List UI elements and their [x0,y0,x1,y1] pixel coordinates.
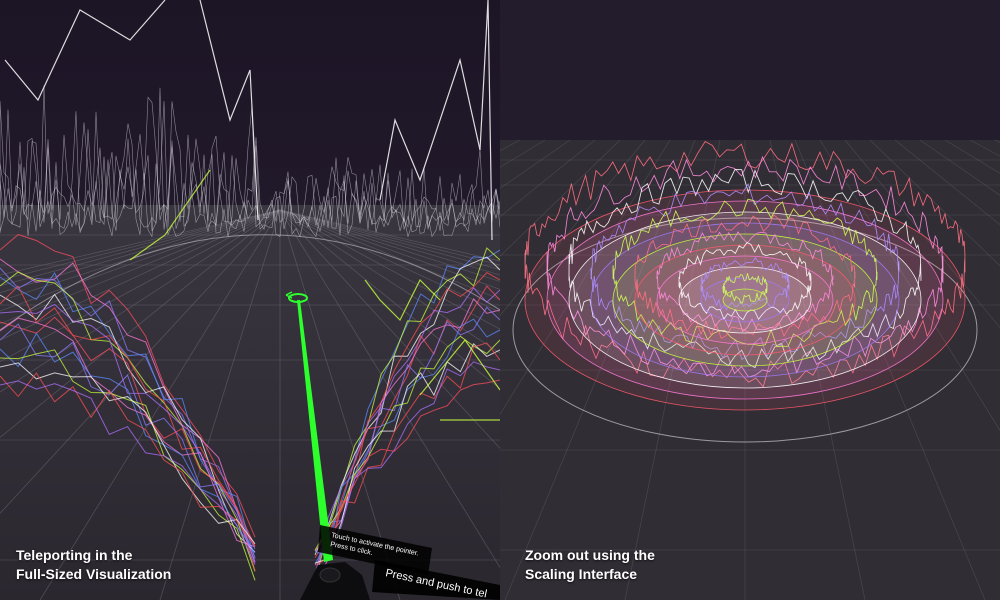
full-sized-visualization-scene: Touch to activate the pointer. Press to … [0,0,500,600]
floor-plane [500,140,1000,600]
data-spikes [0,0,500,241]
left-caption-line2: Full-Sized Visualization [16,566,172,582]
scaling-interface-panel: Zoom out using the Scaling Interface [500,0,1000,600]
teleport-pointer-beam [297,300,333,562]
left-caption-line1: Teleporting in the [16,547,133,563]
right-caption-line2: Scaling Interface [525,566,638,582]
radial-data-rings [524,140,966,411]
data-series-lines [0,169,500,589]
left-caption: Teleporting in the Full-Sized Visualizat… [16,546,171,584]
sky-background [500,0,1000,140]
full-sized-visualization-panel: Touch to activate the pointer. Press to … [0,0,500,600]
right-caption-line1: Zoom out using the [525,547,655,563]
scaled-visualization-scene [500,0,1000,600]
vr-controller[interactable] [300,562,370,600]
scaling-boundary-ring[interactable] [512,217,978,443]
floor-plane [0,205,500,600]
right-caption: Zoom out using the Scaling Interface [525,546,655,584]
